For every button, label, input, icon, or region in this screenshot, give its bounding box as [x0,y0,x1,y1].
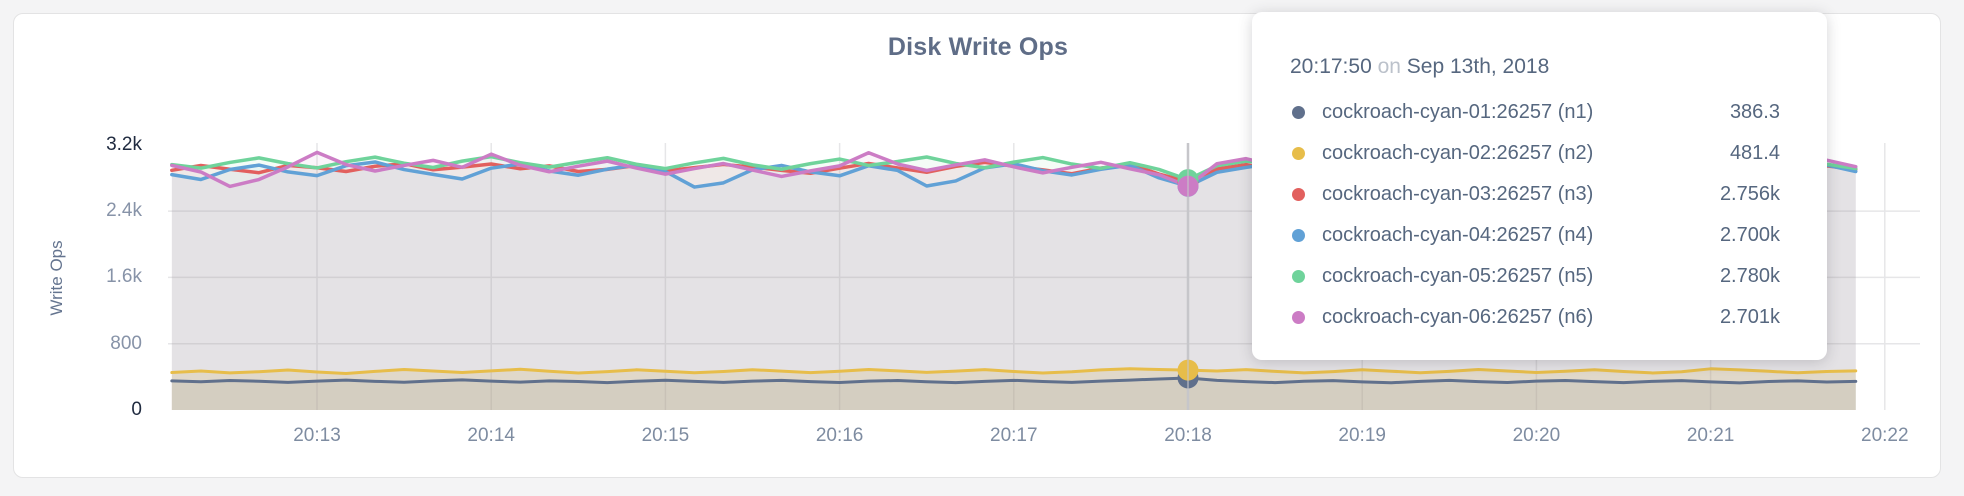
series-dot-icon [1292,147,1305,160]
tooltip-series-value: 2.780k [1719,265,1780,287]
tooltip-row: cockroach-cyan-04:26257 (n4) 2.700k [1288,215,1780,256]
x-tick-label: 20:21 [1686,425,1735,446]
y-tick-label: 1.6k [106,266,142,288]
y-tick-label: 800 [110,332,142,354]
hover-tooltip: 20:17:50 on Sep 13th, 2018 cockroach-cya… [1252,12,1827,360]
x-tick-label: 20:16 [815,425,864,446]
x-tick-label: 20:14 [467,425,515,446]
series-area-n1 [171,377,1856,410]
tooltip-rows: cockroach-cyan-01:26257 (n1) 386.3 cockroa… [1288,92,1780,338]
tooltip-series-value: 2.700k [1719,224,1780,246]
series-dot-icon [1292,188,1305,201]
tooltip-series-name: cockroach-cyan-04:26257 (n4) [1322,224,1594,246]
tooltip-series-name: cockroach-cyan-06:26257 (n6) [1322,306,1594,328]
series-dot-icon [1292,106,1305,119]
series-dot-icon [1292,229,1305,242]
y-tick-label: 0 [131,399,142,420]
tooltip-series-value: 386.3 [1729,101,1780,123]
x-tick-label: 20:22 [1861,425,1909,446]
y-tick-label: 3.2k [106,133,142,155]
x-tick-label: 20:18 [1164,425,1212,446]
tooltip-row: cockroach-cyan-05:26257 (n5) 2.780k [1288,256,1780,297]
series-dot-icon [1292,311,1305,324]
tooltip-series-name: cockroach-cyan-01:26257 (n1) [1322,101,1594,123]
tooltip-series-value: 2.756k [1719,183,1780,205]
x-tick-label: 20:13 [293,425,341,446]
y-tick-label: 2.4k [106,200,142,222]
series-dot-icon [1292,270,1305,283]
series-area-n2 [171,368,1856,410]
tooltip-on-word: on [1377,55,1401,78]
tooltip-date: Sep 13th, 2018 [1406,55,1550,78]
tooltip-series-name: cockroach-cyan-02:26257 (n2) [1322,142,1594,164]
tooltip-series-value: 481.4 [1729,142,1780,164]
x-tick-label: 20:15 [641,425,690,446]
x-tick-label: 20:20 [1512,425,1561,446]
tooltip-row: cockroach-cyan-02:26257 (n2) 481.4 [1288,133,1780,174]
series-line-n1 [170,376,1858,385]
x-tick-label: 20:19 [1338,425,1386,446]
tooltip-row: cockroach-cyan-01:26257 (n1) 386.3 [1288,92,1780,133]
series-line-n2 [170,367,1858,375]
x-tick-label: 20:17 [990,425,1038,446]
tooltip-header: 20:17:50 on Sep 13th, 2018 [1290,52,1780,82]
tooltip-series-value: 2.701k [1719,306,1780,328]
tooltip-time: 20:17:50 [1290,55,1372,78]
chart-title: Disk Write Ops [887,33,1069,61]
tooltip-series-name: cockroach-cyan-03:26257 (n3) [1322,183,1594,205]
tooltip-row: cockroach-cyan-06:26257 (n6) 2.701k [1288,297,1780,338]
tooltip-series-name: cockroach-cyan-05:26257 (n5) [1322,265,1594,287]
tooltip-row: cockroach-cyan-03:26257 (n3) 2.756k [1288,174,1780,215]
